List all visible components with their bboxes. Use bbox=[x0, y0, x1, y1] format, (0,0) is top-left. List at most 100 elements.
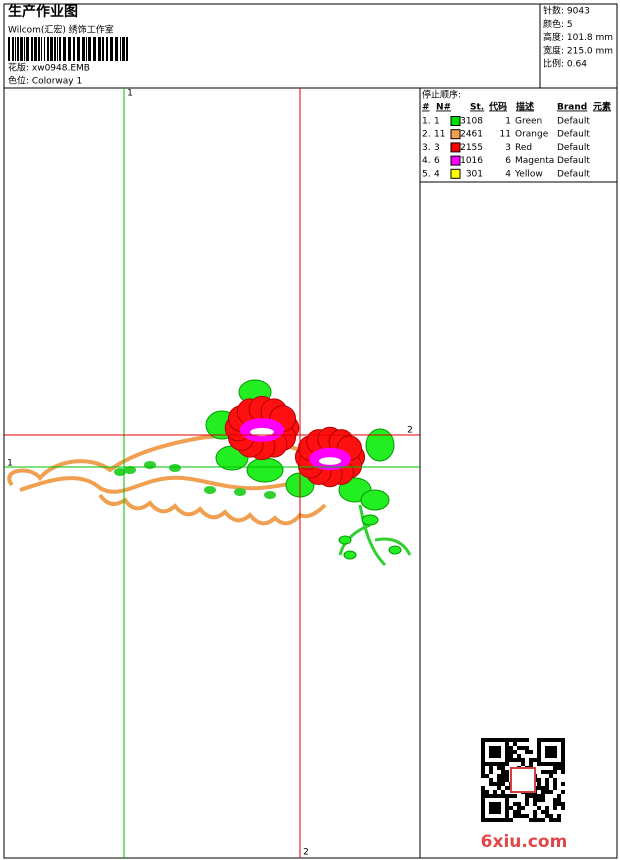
barcode-bar bbox=[120, 37, 121, 61]
leaf bbox=[246, 457, 284, 483]
qr-module bbox=[489, 750, 493, 754]
watermark: 6xiu.com bbox=[481, 832, 568, 852]
qr-module bbox=[549, 750, 553, 754]
qr-module bbox=[525, 798, 529, 802]
qr-module bbox=[509, 758, 513, 762]
barcode-bar bbox=[54, 37, 56, 61]
cell-description: Green bbox=[515, 117, 542, 127]
qr-module bbox=[545, 770, 549, 774]
stop-title: 停止顺序: bbox=[422, 89, 461, 101]
qr-module bbox=[497, 794, 501, 798]
qr-module bbox=[549, 770, 553, 774]
qr-module bbox=[537, 794, 541, 798]
cell-code: 4 bbox=[505, 169, 511, 179]
qr-module bbox=[481, 802, 485, 806]
qr-module bbox=[561, 790, 565, 794]
qr-module bbox=[485, 794, 489, 798]
qr-module bbox=[493, 802, 497, 806]
qr-module bbox=[529, 762, 533, 766]
qr-module bbox=[481, 818, 485, 822]
qr-module bbox=[521, 758, 525, 762]
cell-stitches: 1016 bbox=[460, 156, 483, 166]
qr-module bbox=[501, 790, 505, 794]
column-header: # bbox=[422, 103, 430, 113]
qr-module bbox=[553, 798, 557, 802]
qr-module bbox=[501, 794, 505, 798]
qr-module bbox=[489, 810, 493, 814]
barcode-bar bbox=[115, 37, 118, 61]
qr-module bbox=[501, 766, 505, 770]
barcode-bar bbox=[38, 37, 40, 61]
qr-module bbox=[561, 806, 565, 810]
qr-module bbox=[493, 818, 497, 822]
qr-module bbox=[541, 798, 545, 802]
qr-module bbox=[489, 738, 493, 742]
cell-index: 1. bbox=[422, 117, 431, 127]
leaf bbox=[365, 428, 395, 462]
cell-code: 3 bbox=[505, 143, 511, 153]
small-leaf bbox=[204, 486, 216, 494]
qr-module bbox=[561, 770, 565, 774]
barcode-bar bbox=[17, 37, 19, 61]
cell-index: 5. bbox=[422, 169, 431, 179]
qr-module bbox=[537, 746, 541, 750]
qr-module bbox=[557, 794, 561, 798]
qr-module bbox=[505, 746, 509, 750]
column-header: 代码 bbox=[488, 101, 507, 113]
cell-description: Magenta bbox=[515, 156, 554, 166]
qr-module bbox=[489, 794, 493, 798]
column-header: 描述 bbox=[516, 101, 534, 113]
qr-module bbox=[553, 770, 557, 774]
qr-module bbox=[497, 806, 501, 810]
qr-module bbox=[545, 814, 549, 818]
qr-module bbox=[537, 762, 541, 766]
qr-module bbox=[509, 738, 513, 742]
qr-module bbox=[481, 746, 485, 750]
qr-module bbox=[561, 750, 565, 754]
cell-brand: Default bbox=[557, 156, 590, 166]
qr-module bbox=[509, 794, 513, 798]
qr-module bbox=[537, 806, 541, 810]
qr-module bbox=[549, 790, 553, 794]
column-header: N# bbox=[436, 103, 451, 113]
cell-needle: 3 bbox=[434, 143, 440, 153]
qr-module bbox=[517, 758, 521, 762]
cell-needle: 4 bbox=[434, 169, 440, 179]
barcode-bar bbox=[68, 37, 71, 61]
qr-module bbox=[505, 794, 509, 798]
orange-swirl bbox=[19, 468, 331, 494]
qr-module bbox=[501, 770, 505, 774]
qr-module bbox=[561, 738, 565, 742]
qr-module bbox=[525, 814, 529, 818]
cell-stitches: 2461 bbox=[460, 130, 483, 140]
qr-module bbox=[485, 762, 489, 766]
qr-module bbox=[533, 814, 537, 818]
qr-module bbox=[513, 750, 517, 754]
cell-needle: 1 bbox=[434, 117, 440, 127]
qr-module bbox=[561, 754, 565, 758]
qr-module bbox=[493, 754, 497, 758]
cell-code: 1 bbox=[505, 117, 511, 127]
color-swatch bbox=[450, 168, 461, 179]
qr-module bbox=[505, 814, 509, 818]
qr-module bbox=[481, 794, 485, 798]
qr-module bbox=[485, 818, 489, 822]
qr-module bbox=[557, 818, 561, 822]
qr-module bbox=[533, 798, 537, 802]
embroidery-design bbox=[7, 379, 412, 567]
qr-module bbox=[517, 814, 521, 818]
barcode-bar bbox=[34, 37, 37, 61]
qr-module bbox=[513, 810, 517, 814]
qr-module bbox=[545, 746, 549, 750]
qr-module bbox=[545, 786, 549, 790]
qr-module bbox=[481, 742, 485, 746]
qr-module bbox=[513, 742, 517, 746]
qr-module bbox=[497, 818, 501, 822]
qr-module bbox=[549, 754, 553, 758]
qr-module bbox=[493, 806, 497, 810]
barcode-bar bbox=[12, 37, 14, 61]
qr-module bbox=[521, 762, 525, 766]
qr-module bbox=[481, 786, 485, 790]
qr-module bbox=[545, 762, 549, 766]
qr-module bbox=[481, 770, 485, 774]
